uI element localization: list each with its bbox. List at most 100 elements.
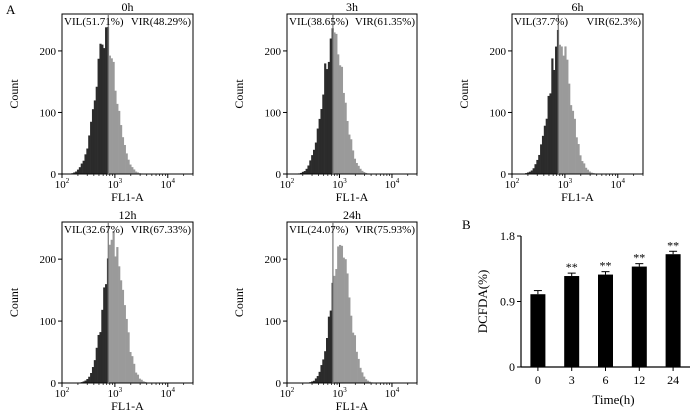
histogram-bin-vil <box>532 168 535 174</box>
x-tick-base: 10 <box>55 179 67 191</box>
histogram-bin-vil <box>99 43 102 174</box>
histogram-bin-vil <box>324 351 327 383</box>
x-tick-base: 10 <box>280 179 292 191</box>
histogram-bin-vil <box>555 46 558 175</box>
bar <box>530 294 546 367</box>
histogram-bin-vir <box>131 356 134 383</box>
histogram-bin-vir <box>123 305 126 383</box>
histogram-bin-vil <box>105 27 108 174</box>
gate-right-label: VIR(75.93%) <box>355 224 416 236</box>
histogram-bin-vil <box>90 372 93 383</box>
histogram-bin-vir <box>353 335 357 383</box>
histogram-bin-vir <box>581 161 584 174</box>
histogram-bin-vir <box>131 167 134 174</box>
histogram-bin-vil <box>320 365 323 383</box>
histogram-bin-vil <box>305 168 308 174</box>
panel-title: 12h <box>119 208 137 222</box>
histogram-bin-vil <box>320 109 323 174</box>
histogram-bin-vir <box>133 169 136 174</box>
histogram-bin-vir <box>108 55 111 174</box>
x-axis-label: FL1-A <box>111 399 144 411</box>
x-tick-exponent: 3 <box>119 177 123 185</box>
histogram-bin-vil <box>91 367 95 383</box>
histogram-bin-vil <box>322 94 325 174</box>
histogram-bin-vil <box>76 169 80 174</box>
histogram-bin-vir <box>560 46 563 174</box>
x-tick-label: 6 <box>603 373 609 387</box>
histogram-bin-vir <box>114 90 117 174</box>
x-axis-label: FL1-A <box>336 399 369 411</box>
histogram-bin-vil <box>314 378 318 383</box>
histogram-bin-vil <box>103 48 106 174</box>
x-tick-base: 10 <box>332 179 344 191</box>
histogram-bin-vil <box>528 171 532 174</box>
histogram-bin-vir <box>138 378 141 383</box>
histogram-bin-vir <box>121 289 125 383</box>
histogram-bin-vil <box>538 154 541 174</box>
histogram-bin-vil <box>543 125 546 174</box>
gate-right-label: VIR(61.35%) <box>355 16 416 28</box>
panel-title: 0h <box>122 0 134 14</box>
histogram-bin-vir <box>129 164 132 174</box>
histogram-bin-vir <box>363 172 366 174</box>
gate-right-label: VIR(48.29%) <box>131 16 192 28</box>
histogram-bin-vil <box>314 142 318 174</box>
histogram-bin-vir <box>357 358 360 383</box>
x-tick-label: 102 <box>505 177 520 191</box>
gate-left-label: VIL(51.71%) <box>64 16 124 28</box>
histogram-bin-vir <box>340 245 344 383</box>
plot-frame <box>286 221 418 384</box>
histogram-bin-vil <box>327 316 331 383</box>
histogram-bin-vir <box>344 102 347 174</box>
histogram-bin-vir <box>337 54 340 174</box>
x-tick-base: 10 <box>280 388 292 400</box>
histogram-bin-vir <box>355 162 358 174</box>
histogram-bin-vir <box>588 171 591 174</box>
gate-left-label: VIL(37.7%) <box>514 16 568 28</box>
x-axis-label: Time(h) <box>592 392 634 407</box>
histogram-bin-vir <box>116 247 119 383</box>
histogram-bin-vir <box>333 275 336 383</box>
histogram-bin-vil <box>526 172 530 174</box>
x-tick-exponent: 2 <box>291 386 295 394</box>
y-tick-label: 100 <box>265 107 282 119</box>
histogram-bin-vil <box>90 121 93 174</box>
y-tick-label: 0 <box>276 378 282 390</box>
histogram-bin-vil <box>101 44 104 174</box>
histogram-bin-vil <box>545 118 548 174</box>
histogram-bin-vil <box>88 376 91 383</box>
x-tick-label: 0 <box>535 373 541 387</box>
significance-marker: ** <box>566 260 578 274</box>
histogram-bin-vil <box>316 376 319 383</box>
histogram-bin-vir <box>583 163 586 174</box>
plot-frame <box>61 13 194 175</box>
histogram-bin-vil <box>541 135 545 174</box>
x-tick-exponent: 4 <box>396 386 400 394</box>
histogram-bin-vil <box>84 154 87 174</box>
histogram-bin-vil <box>327 61 331 174</box>
histogram-bin-vir <box>566 59 569 174</box>
x-tick-base: 10 <box>108 179 120 191</box>
x-tick-base: 10 <box>55 388 67 400</box>
histogram-bin-vir <box>352 150 355 174</box>
significance-marker: ** <box>667 238 679 252</box>
histogram-bin-vil <box>329 310 332 383</box>
x-tick-exponent: 4 <box>172 386 176 394</box>
histogram-bin-vir <box>129 352 132 383</box>
histogram-bin-vir <box>337 246 340 383</box>
histogram-bin-vir <box>118 266 121 383</box>
histogram-bin-vil <box>536 159 539 174</box>
histogram-bin-vir <box>118 110 121 174</box>
histogram-bin-vir <box>359 168 362 174</box>
histogram-bin-vir <box>140 379 143 383</box>
significance-marker: ** <box>600 259 612 273</box>
histogram-bin-vir <box>584 167 588 174</box>
histogram-bin-vir <box>120 280 123 383</box>
x-tick-label: 102 <box>280 177 295 191</box>
histogram-bin-vil <box>97 58 100 175</box>
histogram-bin-vir <box>571 110 575 174</box>
y-axis-label: Count <box>232 287 246 317</box>
